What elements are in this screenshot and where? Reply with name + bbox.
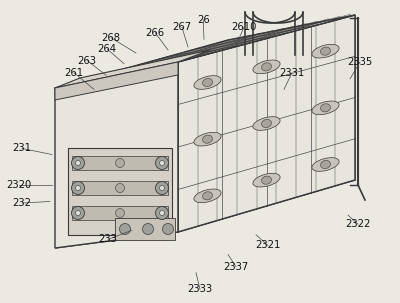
Ellipse shape <box>72 157 84 169</box>
Polygon shape <box>68 148 172 235</box>
Text: 263: 263 <box>78 55 97 66</box>
Polygon shape <box>72 156 168 170</box>
Text: 264: 264 <box>98 44 117 54</box>
Ellipse shape <box>116 184 124 192</box>
Ellipse shape <box>156 181 168 195</box>
Ellipse shape <box>76 161 80 165</box>
Polygon shape <box>72 181 168 195</box>
Ellipse shape <box>72 181 84 195</box>
Ellipse shape <box>156 157 168 169</box>
Polygon shape <box>72 206 168 220</box>
Ellipse shape <box>116 208 124 218</box>
Text: 2335: 2335 <box>347 57 373 67</box>
Polygon shape <box>55 50 210 88</box>
Ellipse shape <box>156 207 168 219</box>
Text: 2321: 2321 <box>255 240 281 251</box>
Ellipse shape <box>160 185 164 191</box>
Ellipse shape <box>253 60 280 74</box>
Ellipse shape <box>312 158 339 171</box>
Text: 233: 233 <box>98 234 118 245</box>
Ellipse shape <box>320 47 330 55</box>
Ellipse shape <box>202 78 212 87</box>
Ellipse shape <box>194 132 221 146</box>
Ellipse shape <box>262 63 272 71</box>
Ellipse shape <box>162 224 174 235</box>
Text: 268: 268 <box>102 33 121 43</box>
Text: 261: 261 <box>64 68 84 78</box>
Ellipse shape <box>120 224 130 235</box>
Text: 2322: 2322 <box>345 219 371 229</box>
Ellipse shape <box>202 135 212 143</box>
Ellipse shape <box>160 211 164 215</box>
Ellipse shape <box>312 44 339 58</box>
Ellipse shape <box>142 224 154 235</box>
Ellipse shape <box>194 76 221 89</box>
Polygon shape <box>55 180 355 248</box>
Ellipse shape <box>202 192 212 200</box>
Text: 232: 232 <box>12 198 32 208</box>
Ellipse shape <box>72 207 84 219</box>
Ellipse shape <box>320 160 330 168</box>
Ellipse shape <box>253 117 280 130</box>
Polygon shape <box>178 15 355 232</box>
Ellipse shape <box>76 185 80 191</box>
Polygon shape <box>55 62 178 248</box>
Ellipse shape <box>262 176 272 184</box>
Polygon shape <box>55 62 178 100</box>
Text: 2331: 2331 <box>279 68 305 78</box>
Polygon shape <box>55 15 355 88</box>
Ellipse shape <box>194 189 221 203</box>
Ellipse shape <box>312 101 339 115</box>
Text: 2610: 2610 <box>231 22 257 32</box>
Ellipse shape <box>76 211 80 215</box>
Ellipse shape <box>160 161 164 165</box>
Ellipse shape <box>116 158 124 168</box>
Ellipse shape <box>262 119 272 128</box>
Text: 26: 26 <box>197 15 210 25</box>
Polygon shape <box>115 218 175 240</box>
Ellipse shape <box>320 104 330 112</box>
Text: 2337: 2337 <box>223 261 249 272</box>
Text: 266: 266 <box>146 28 165 38</box>
Ellipse shape <box>253 173 280 187</box>
Text: 2320: 2320 <box>6 180 32 190</box>
Text: 231: 231 <box>12 143 32 154</box>
Text: 267: 267 <box>172 22 192 32</box>
Text: 2333: 2333 <box>188 284 212 295</box>
